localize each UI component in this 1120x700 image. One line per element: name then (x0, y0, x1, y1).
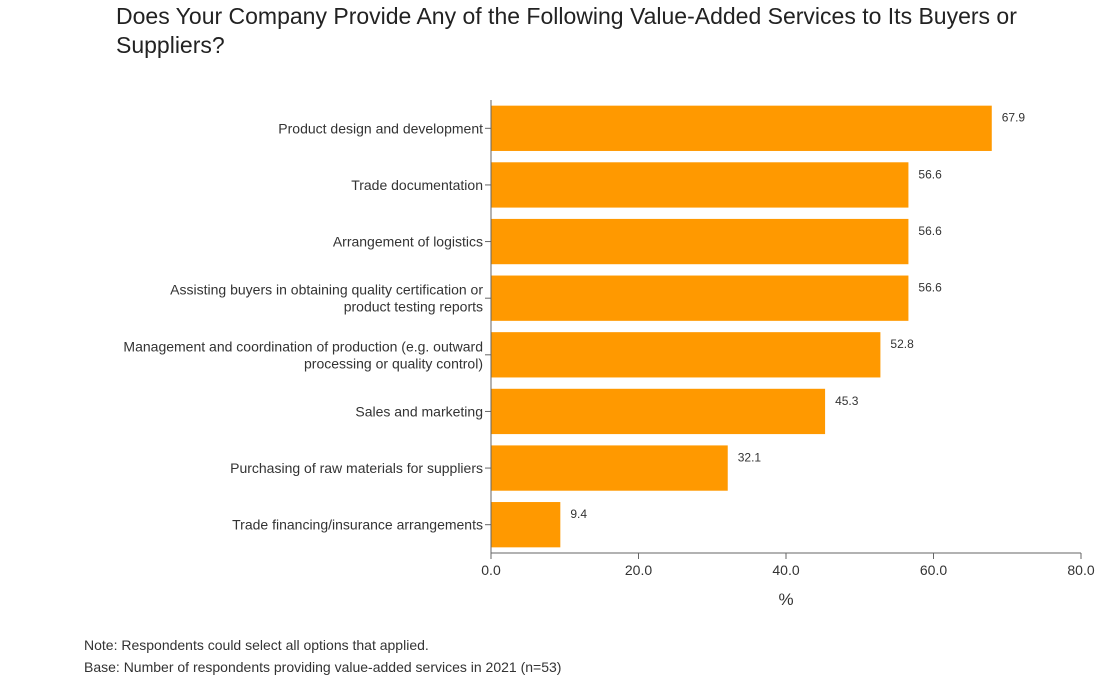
bar (491, 445, 728, 491)
chart-title: Does Your Company Provide Any of the Fol… (116, 3, 1017, 58)
value-label: 56.6 (918, 224, 942, 238)
bars-layer (491, 105, 992, 548)
bar (491, 218, 909, 265)
value-label: 45.3 (835, 394, 859, 408)
x-tick-label: 0.0 (481, 562, 501, 578)
x-tick-label: 60.0 (920, 562, 947, 578)
category-label: Trade financing/insurance arrangements (232, 517, 483, 533)
x-tick-label: 80.0 (1067, 562, 1094, 578)
y-axis: Product design and development Trade docu… (123, 100, 492, 553)
bar (491, 162, 909, 208)
category-label: Assisting buyers in obtaining quality ce… (170, 282, 483, 298)
value-label: 9.4 (570, 507, 587, 521)
category-label: Sales and marketing (355, 403, 483, 419)
value-label: 56.6 (918, 281, 942, 295)
bar (491, 105, 992, 151)
bar (491, 388, 826, 435)
footnotes: Note: Respondents could select all optio… (84, 634, 561, 678)
x-tick-label: 20.0 (625, 562, 652, 578)
category-label: product testing reports (344, 299, 483, 315)
category-label: Arrangement of logistics (333, 234, 483, 250)
value-labels-layer: 67.9 56.6 56.6 56.6 52.8 45.3 32.1 9.4 (570, 111, 1025, 521)
category-label: Trade documentation (351, 177, 483, 193)
bar-chart: 67.9 56.6 56.6 56.6 52.8 45.3 32.1 9.4 Product … (123, 100, 1095, 609)
category-label: processing or quality control) (304, 355, 483, 371)
value-label: 56.6 (918, 167, 942, 181)
bar (491, 502, 561, 548)
x-axis-label: % (778, 590, 793, 609)
base-text: Base: Number of respondents providing va… (84, 659, 562, 675)
x-axis: 0.0 20.0 40.0 60.0 80.0% (481, 552, 1095, 609)
category-label: Management and coordination of productio… (123, 338, 483, 354)
value-label: 52.8 (890, 337, 914, 351)
value-label: 67.9 (1002, 111, 1026, 125)
bar (491, 332, 881, 378)
value-label: 32.1 (738, 450, 762, 464)
note-text: Note: Respondents could select all optio… (84, 637, 429, 653)
category-label: Purchasing of raw materials for supplier… (230, 460, 483, 476)
bar (491, 275, 909, 321)
x-tick-label: 40.0 (772, 562, 799, 578)
category-label: Product design and development (278, 120, 483, 136)
